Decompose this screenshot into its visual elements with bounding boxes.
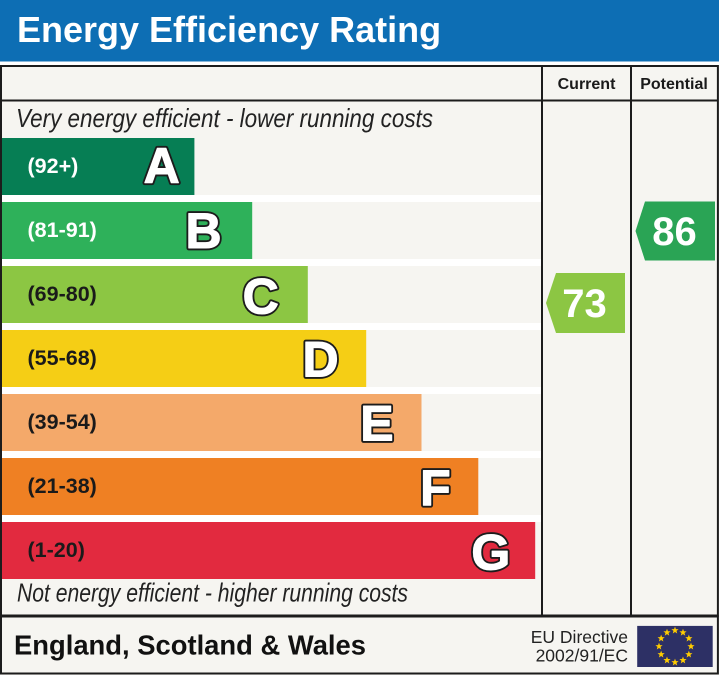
svg-text:(39-54): (39-54)	[28, 410, 97, 434]
svg-text:86: 86	[652, 210, 697, 254]
svg-text:73: 73	[562, 282, 607, 326]
svg-text:G: G	[471, 525, 510, 581]
svg-text:A: A	[144, 138, 180, 194]
svg-text:A: A	[144, 138, 180, 194]
svg-text:C: C	[243, 269, 279, 325]
svg-text:E: E	[360, 396, 393, 452]
svg-text:EU Directive: EU Directive	[531, 627, 628, 647]
svg-text:(81-91): (81-91)	[28, 218, 97, 242]
svg-text:(69-80): (69-80)	[28, 282, 97, 306]
svg-text:G: G	[471, 525, 510, 581]
svg-text:(21-38): (21-38)	[28, 474, 97, 498]
svg-text:Energy Efficiency Rating: Energy Efficiency Rating	[17, 9, 441, 50]
svg-text:(1-20): (1-20)	[28, 538, 85, 562]
svg-text:F: F	[420, 460, 451, 516]
svg-text:(92+): (92+)	[28, 154, 79, 178]
svg-text:Not energy efficient - higher: Not energy efficient - higher running co…	[17, 578, 408, 608]
svg-text:C: C	[243, 269, 279, 325]
svg-text:2002/91/EC: 2002/91/EC	[536, 646, 628, 666]
svg-text:Potential: Potential	[640, 76, 708, 93]
svg-text:E: E	[360, 396, 393, 452]
svg-text:Current: Current	[558, 76, 616, 93]
svg-text:Very energy efficient - lower: Very energy efficient - lower running co…	[16, 103, 433, 133]
svg-text:B: B	[185, 203, 221, 259]
svg-text:(55-68): (55-68)	[28, 346, 97, 370]
svg-text:F: F	[420, 460, 451, 516]
svg-text:D: D	[302, 332, 338, 388]
svg-text:England, Scotland & Wales: England, Scotland & Wales	[14, 630, 366, 661]
svg-text:B: B	[185, 203, 221, 259]
svg-text:D: D	[302, 332, 338, 388]
